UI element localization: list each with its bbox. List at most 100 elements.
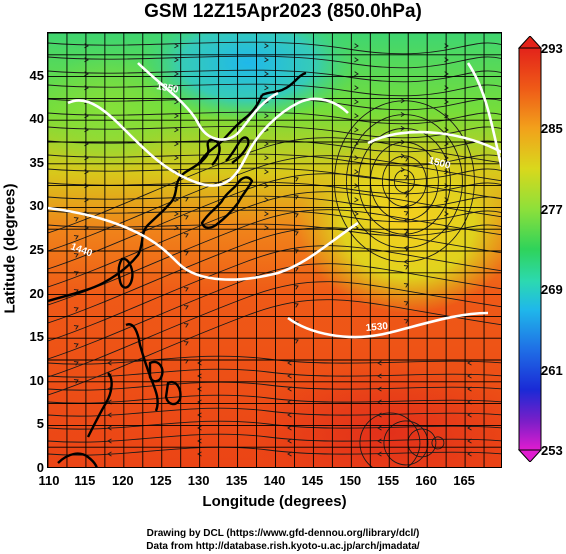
- streamline-arrow: [107, 438, 112, 444]
- lat-lon-grid: [48, 33, 501, 467]
- streamline-arrow: [73, 379, 79, 384]
- streamline-arrow: [73, 343, 79, 348]
- streamline-arrow: [293, 267, 299, 272]
- streamline: [48, 433, 501, 443]
- streamline-arrow: [197, 412, 202, 418]
- streamline: [48, 55, 501, 69]
- streamline-arrow: [467, 412, 472, 418]
- streamline-arrow: [183, 323, 189, 328]
- x-tick-label: 115: [74, 473, 96, 488]
- streamline: [48, 69, 501, 83]
- streamline-arrow: [354, 127, 359, 133]
- colorbar-tick-label: 293: [541, 41, 563, 56]
- streamline-arrow: [73, 235, 79, 240]
- streamline-arrow: [403, 259, 409, 265]
- colorbar-tick-label: 269: [541, 282, 563, 298]
- streamline-arrow: [264, 155, 269, 161]
- streamline: [48, 209, 501, 223]
- y-tick-label: 35: [29, 154, 44, 170]
- height-contour-1500-east: [367, 130, 501, 154]
- streamline-arrow: [183, 251, 189, 256]
- streamline-arrow: [293, 249, 299, 254]
- y-tick-label: 40: [29, 111, 44, 127]
- streamline-arrow: [197, 386, 202, 392]
- streamline: [48, 446, 501, 456]
- x-tick-label: 110: [38, 473, 60, 488]
- streamline-arrow: [400, 98, 406, 104]
- streamline-arrow: [293, 285, 299, 290]
- streamline: [48, 394, 501, 404]
- streamline: [48, 368, 501, 378]
- circulation-streamline: [333, 100, 475, 263]
- streamline: [48, 155, 501, 252]
- streamline-arrow: [174, 155, 179, 161]
- colorbar-gradient: [518, 47, 542, 451]
- streamline-arrow: [197, 451, 202, 457]
- streamline-arrow: [377, 373, 382, 379]
- streamline: [48, 299, 501, 396]
- streamline-arrow: [287, 412, 292, 418]
- streamline-arrow: [293, 303, 299, 308]
- streamline-arrow: [377, 451, 382, 457]
- streamline-arrow: [264, 113, 269, 119]
- streamline-arrow: [174, 43, 179, 49]
- y-tick-label: 45: [29, 67, 44, 83]
- streamline-arrow: [403, 190, 409, 196]
- streamline-arrow: [467, 425, 472, 431]
- streamline: [48, 209, 501, 306]
- x-tick-label: 150: [339, 473, 362, 488]
- height-contour-1440: [67, 97, 349, 187]
- height-contour-1530: [287, 311, 489, 339]
- streamline-arrow: [183, 341, 189, 346]
- streamline: [48, 227, 501, 324]
- streamline-arrow: [293, 195, 299, 200]
- circulation-streamline: [345, 114, 463, 249]
- circulation-streamline: [369, 141, 439, 221]
- streamline-arrow: [183, 287, 189, 292]
- streamline: [48, 381, 501, 391]
- streamline-arrow: [293, 213, 299, 218]
- streamline-arrow: [467, 438, 472, 444]
- streamline: [48, 420, 501, 430]
- x-axis-label: Longitude (degrees): [202, 493, 347, 510]
- streamline: [48, 245, 501, 342]
- streamline: [48, 167, 501, 181]
- streamline-arrow: [354, 197, 359, 203]
- colorbar-tick-label: 261: [541, 362, 563, 378]
- x-tick-label: 130: [187, 473, 210, 488]
- streamline-arrow: [174, 85, 179, 91]
- x-tick-label: 125: [149, 473, 172, 488]
- streamline-arrow: [264, 71, 269, 77]
- streamline-arrow: [183, 233, 189, 238]
- streamline-arrow: [467, 373, 472, 379]
- streamline-arrow: [287, 438, 292, 444]
- streamline-arrow: [73, 307, 79, 312]
- x-tick-label: 120: [111, 473, 134, 488]
- streamline-arrow: [467, 360, 472, 366]
- streamline-arrow: [174, 211, 179, 217]
- credit-drawing: Drawing by DCL (https://www.gfd-dennou.o…: [146, 528, 420, 539]
- streamline-arrow: [403, 204, 409, 210]
- height-contour-1500: [48, 206, 359, 281]
- streamline-arrow: [354, 71, 359, 77]
- streamline-arrow: [73, 217, 79, 222]
- streamline: [48, 41, 501, 55]
- streamline-arrow: [377, 386, 382, 392]
- streamline-arrow: [197, 438, 202, 444]
- streamline-arrow: [264, 43, 269, 49]
- streamline-arrow: [264, 211, 269, 217]
- streamline-arrow: [354, 43, 359, 49]
- streamline-arrow: [197, 425, 202, 431]
- streamline-arrow: [287, 373, 292, 379]
- x-tick-label: 135: [225, 473, 248, 488]
- streamline: [48, 195, 501, 209]
- circulation-streamline: [381, 155, 427, 207]
- contour-label: 1350: [155, 81, 179, 96]
- coastline: [48, 71, 307, 467]
- streamline: [48, 281, 501, 378]
- y-tick-label: 15: [29, 329, 44, 345]
- streamline-arrow: [403, 217, 409, 223]
- map-title: GSM 12Z15Apr2023 (850.0hPa): [144, 1, 422, 22]
- streamline-arrow: [400, 125, 406, 131]
- streamline-arrow: [354, 113, 359, 119]
